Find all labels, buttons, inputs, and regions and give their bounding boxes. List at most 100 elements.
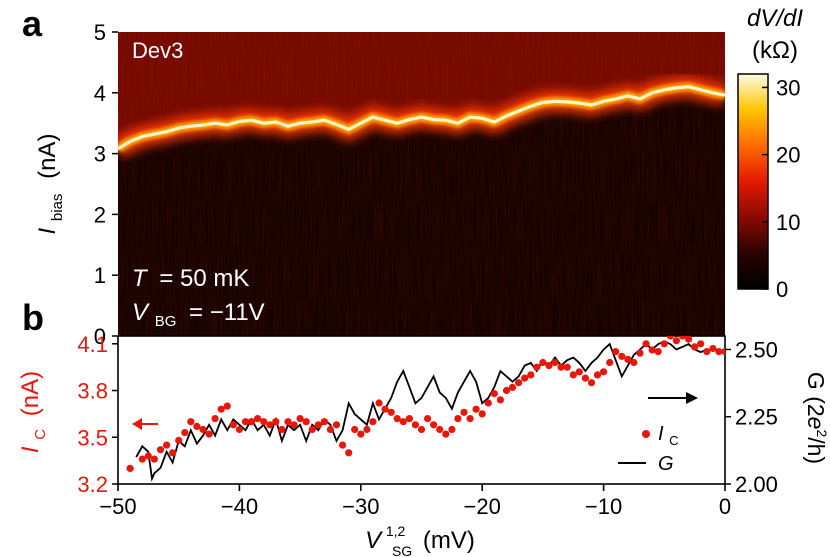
ic-point [533,363,541,371]
ic-point [721,348,725,356]
ic-point [381,405,389,413]
ic-point [490,390,498,398]
ic-point [472,405,480,413]
y-tick-label: 5 [94,20,106,45]
ic-point [630,358,638,367]
panel-b-right-label: G (2e2/h) [803,372,830,464]
legend: I C G [618,423,679,475]
right-tick-label: 2.25 [735,405,778,430]
ic-point [545,362,553,370]
ic-point [691,343,699,351]
condition-temperature-value: = 50 mK [159,265,249,292]
ic-point [163,441,171,449]
left-tick-label: 3.8 [77,379,108,404]
panel-b-frame [117,335,726,485]
ic-point [181,429,189,437]
ic-point [575,368,583,376]
condition-temperature: T = 50 mK [132,265,249,292]
colorbar-unit: (kΩ) [752,37,798,64]
ic-point [581,374,590,382]
ic-point [454,415,462,423]
right-label-prefix: G (2 [803,372,829,417]
condition-backgate: V BG = −11V [132,299,265,332]
ic-point [466,415,474,423]
left-axis-arrow [132,418,158,430]
ic-point [478,410,486,418]
ic-point [405,415,413,423]
ic-point [278,425,286,434]
ic-point [247,418,256,426]
heatmap-plot [118,32,725,336]
panel-a-y-axis: 0 1 2 3 4 5 [94,20,118,349]
x-tick-label: 0 [719,494,731,519]
ic-point [606,358,614,367]
ic-point [150,455,158,463]
ic-point [563,363,571,371]
ic-point [527,371,535,379]
ic-point [387,408,395,416]
ic-point [521,374,529,382]
ic-point [460,408,468,416]
panel-b-plot [126,336,725,482]
ic-point [223,402,231,410]
x-label-superscript: 1,2 [386,523,406,539]
ic-point [399,418,407,426]
ic-point [515,379,523,387]
left-label-subscript: C [32,429,49,440]
ic-point [648,346,656,354]
ic-point [314,421,322,429]
heatmap-noise [118,32,725,336]
right-tick-label: 2.00 [735,472,778,497]
legend-ic-label: I C [658,423,679,448]
ic-point [235,425,243,434]
colorbar-ticks: 0 10 20 30 [762,75,800,302]
ic-point [332,421,341,429]
left-tick-label: 3.5 [77,425,108,450]
y-label-unit: (nA) [34,134,61,179]
legend-ic-marker [642,430,650,438]
ic-point [205,430,213,438]
ic-point [266,421,274,429]
condition-backgate-value: = −11V [189,299,265,326]
x-label-subscript: SG [392,543,412,557]
ic-point [442,430,450,438]
panel-b-left-axis: 3.2 3.5 3.8 4.1 [77,332,118,497]
y-label-subscript: bias [49,194,66,222]
colorbar-tick-label: 0 [776,277,788,302]
y-tick-label: 1 [94,263,106,288]
ic-point [144,452,152,460]
ic-point [612,348,620,356]
x-tick-label: −20 [464,494,501,519]
left-tick-label: 4.1 [77,332,108,357]
ic-point [551,358,559,367]
colorbar: dV/dI (kΩ) 0 10 20 30 [737,5,803,302]
ic-point [411,421,419,429]
condition-temperature-symbol: T [132,265,149,292]
ic-point [666,336,674,340]
ic-point [175,436,183,444]
ic-point [284,418,292,426]
right-label-suffix: /h) [803,437,829,464]
ic-point [126,464,134,472]
legend-ic-symbol: I [658,423,664,445]
ic-point [496,396,504,404]
ic-point [326,425,334,434]
ic-point [709,344,717,353]
ic-point [636,349,644,357]
ic-point [169,449,177,457]
ic-point [587,379,596,387]
right-axis-arrow [648,392,698,404]
ic-point [357,430,365,438]
ic-point [703,348,711,356]
panel-a: a Dev3 T = 50 mK V BG = −11V 0 1 2 3 4 5 I bi… [22,3,803,349]
left-label-unit: (nA) [17,371,44,416]
colorbar-tick-label: 10 [776,210,800,235]
colorbar-tick-label: 30 [776,75,800,100]
ic-point [678,336,687,340]
ic-point [448,425,456,434]
ic-point [156,446,165,454]
ic-point [672,337,681,345]
ic-point [339,441,347,449]
ic-point [618,352,626,360]
legend-g-label: G [658,453,674,475]
